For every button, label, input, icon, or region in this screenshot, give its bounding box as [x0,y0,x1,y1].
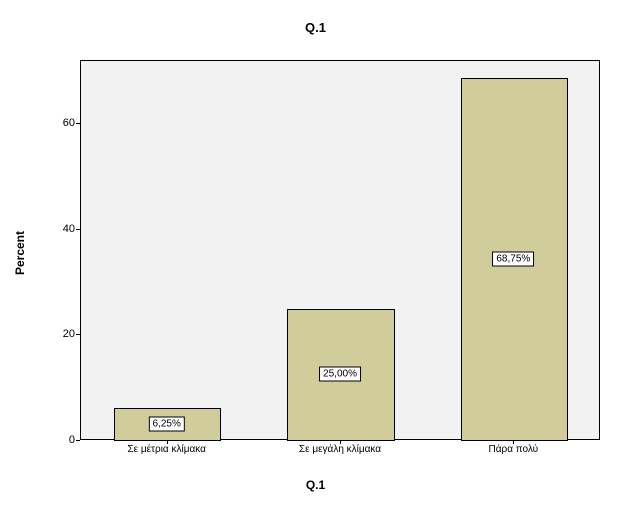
y-axis-label: Percent [13,231,27,275]
ytick-label: 20 [45,328,75,340]
ytick-label: 0 [45,434,75,446]
ytick-mark [76,229,80,230]
xtick-label: Σε μέτρια κλίμακα [127,444,205,455]
bar-value-label: 6,25% [148,416,184,431]
bar-value-label: 68,75% [492,251,534,266]
bar-value-label: 25,00% [319,367,361,382]
y-axis-label-wrap: Percent [10,0,30,506]
chart-container: Q.1 Percent Q.1 0 20 40 60 6,25% Σε μέτρια κλ… [0,0,631,506]
ytick-mark [76,123,80,124]
ytick-mark [76,440,80,441]
xtick-label: Σε μεγάλη κλίμακα [299,444,381,455]
x-axis-label: Q.1 [0,478,631,492]
ytick-label: 60 [45,117,75,129]
plot-area [80,60,600,440]
ytick-mark [76,334,80,335]
chart-title: Q.1 [0,20,631,35]
xtick-label: Πάρα πολύ [489,444,539,455]
ytick-label: 40 [45,223,75,235]
